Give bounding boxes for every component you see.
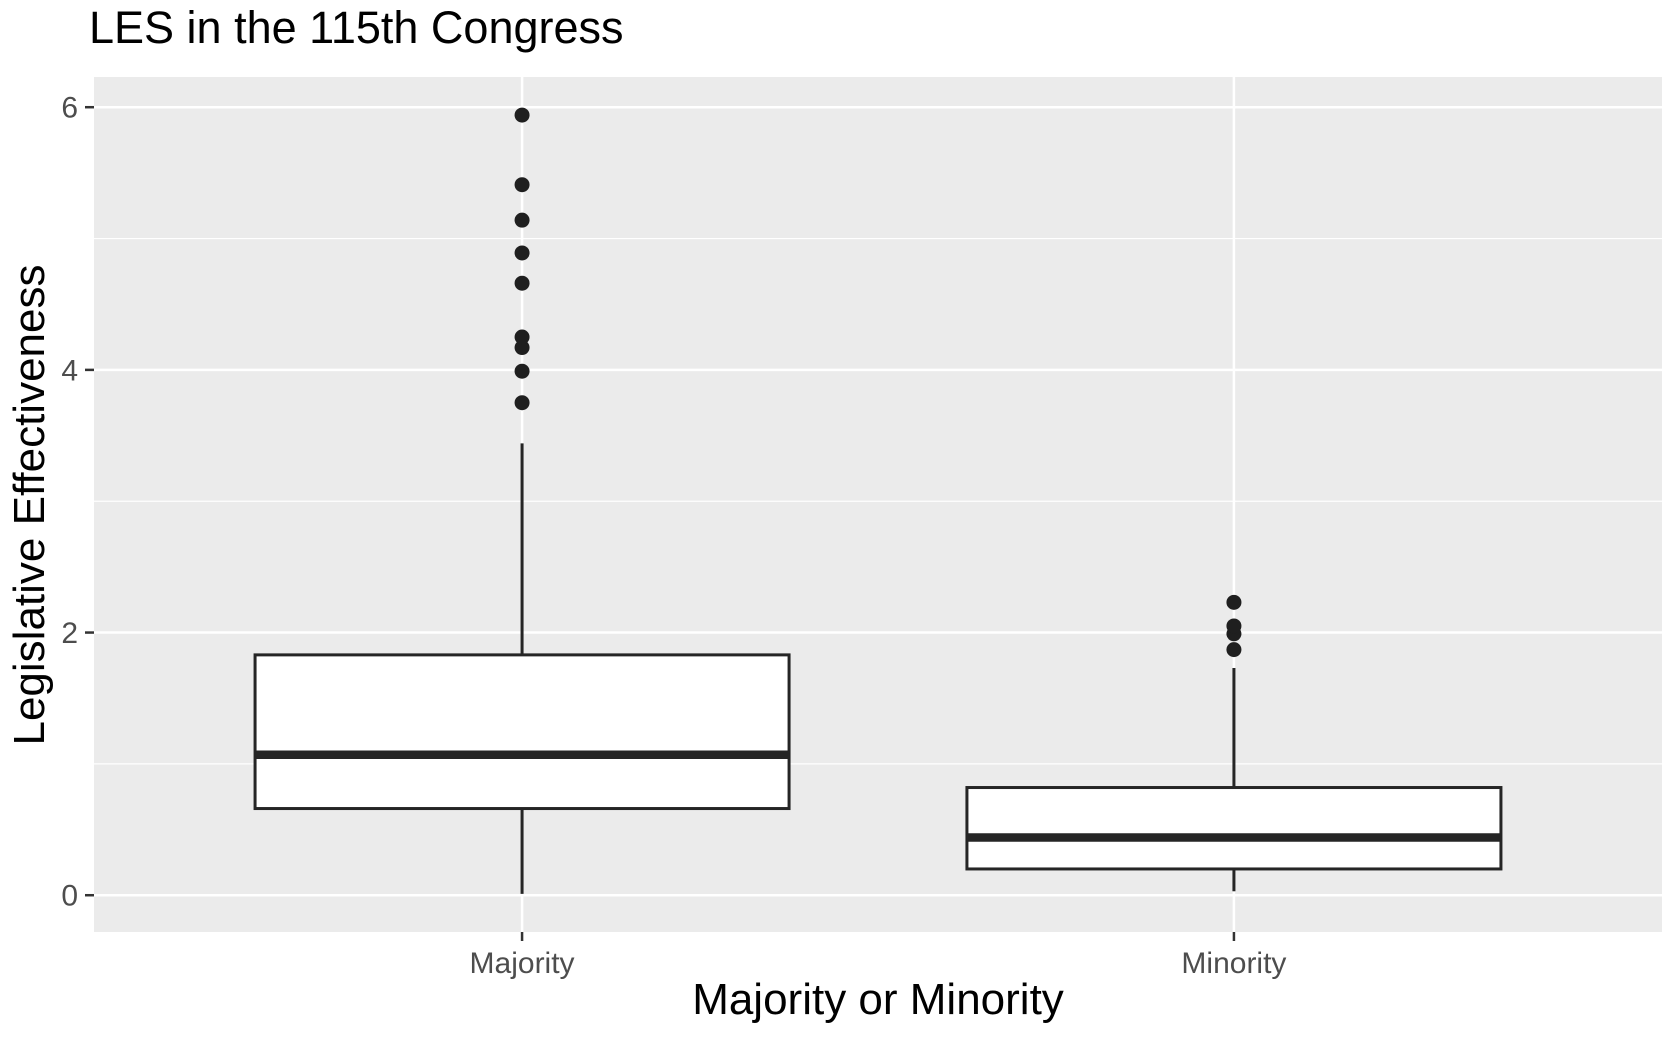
outlier-dot-majority <box>514 275 530 291</box>
outlier-dot-minority <box>1226 618 1242 634</box>
iqr-box-minority <box>965 786 1503 871</box>
outlier-dot-majority <box>514 329 530 345</box>
outlier-dot-majority <box>514 177 530 193</box>
y-tick-label: 0 <box>61 880 78 913</box>
outlier-dot-majority <box>514 245 530 261</box>
outlier-dot-majority <box>514 395 530 411</box>
y-tick-label: 4 <box>61 354 78 387</box>
x-axis-title: Majority or Minority <box>692 975 1064 1024</box>
outlier-dot-majority <box>514 363 530 379</box>
plot-title: LES in the 115th Congress <box>89 2 624 53</box>
outlier-dot-majority <box>514 212 530 228</box>
x-tick-label-majority: Majority <box>470 947 575 980</box>
x-tick-label-minority: Minority <box>1181 947 1286 980</box>
outlier-dot-majority <box>514 340 530 356</box>
outlier-dot-minority <box>1226 642 1242 658</box>
iqr-box-majority <box>253 653 791 811</box>
outlier-dot-majority <box>514 107 530 123</box>
y-tick-label: 2 <box>61 617 78 650</box>
y-tick-label: 6 <box>61 92 78 125</box>
outlier-dot-minority <box>1226 594 1242 610</box>
